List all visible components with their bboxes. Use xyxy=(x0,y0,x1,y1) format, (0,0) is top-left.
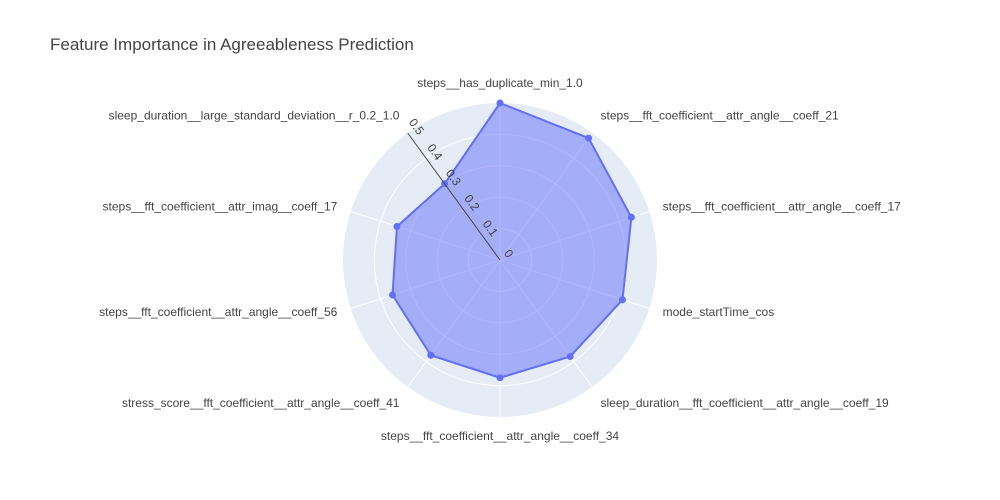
category-label: steps__fft_coefficient__attr_imag__coeff… xyxy=(103,199,338,213)
category-label: sleep_duration__large_standard_deviation… xyxy=(109,109,400,123)
data-point[interactable] xyxy=(496,374,504,382)
category-labels: steps__has_duplicate_min_1.0 steps__fft_c… xyxy=(99,76,901,443)
data-point[interactable] xyxy=(618,296,626,304)
data-point[interactable] xyxy=(393,223,401,231)
category-label: steps__has_duplicate_min_1.0 xyxy=(417,76,583,90)
data-point[interactable] xyxy=(566,353,574,361)
chart-title: Feature Importance in Agreeableness Pred… xyxy=(50,35,414,54)
data-point[interactable] xyxy=(627,213,635,221)
category-label: steps__fft_coefficient__attr_angle__coef… xyxy=(381,429,620,443)
category-label: stress_score__fft_coefficient__attr_angl… xyxy=(122,396,400,410)
category-label: steps__fft_coefficient__attr_angle__coef… xyxy=(663,199,902,213)
radial-axis-line xyxy=(407,132,501,261)
category-label: sleep_duration__fft_coefficient__attr_an… xyxy=(601,396,890,410)
category-label: steps__fft_coefficient__attr_angle__coef… xyxy=(99,305,338,319)
data-point[interactable] xyxy=(427,351,435,359)
category-label: steps__fft_coefficient__attr_angle__coef… xyxy=(601,109,840,123)
category-label: mode_startTime_cos xyxy=(663,305,775,319)
data-point[interactable] xyxy=(496,99,504,107)
data-point[interactable] xyxy=(585,134,593,142)
data-point[interactable] xyxy=(388,291,396,299)
series-layer xyxy=(388,99,635,382)
